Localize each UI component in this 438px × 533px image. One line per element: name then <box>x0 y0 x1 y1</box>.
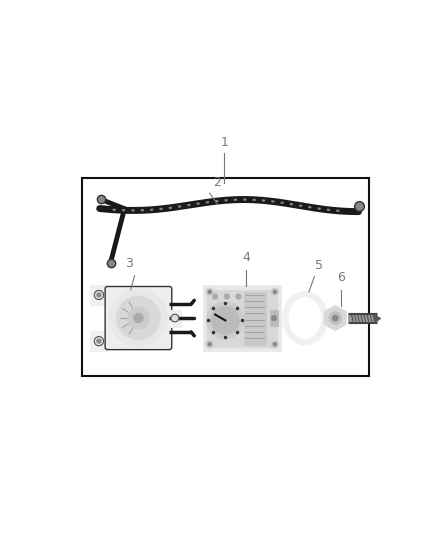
Text: 1: 1 <box>221 136 228 149</box>
Text: 5: 5 <box>315 259 323 272</box>
FancyBboxPatch shape <box>105 287 172 350</box>
Circle shape <box>97 339 101 343</box>
Bar <box>270 310 278 326</box>
Bar <box>167 310 181 327</box>
Bar <box>204 286 281 351</box>
Ellipse shape <box>290 298 321 338</box>
Ellipse shape <box>283 292 327 344</box>
Circle shape <box>208 290 211 294</box>
Circle shape <box>208 343 211 346</box>
Polygon shape <box>325 306 346 330</box>
Circle shape <box>329 312 342 324</box>
Circle shape <box>207 302 244 339</box>
Circle shape <box>117 296 160 340</box>
Circle shape <box>271 288 279 296</box>
Bar <box>90 285 107 305</box>
Circle shape <box>236 294 241 299</box>
Text: 6: 6 <box>338 271 346 284</box>
Circle shape <box>212 294 218 299</box>
Circle shape <box>211 306 239 334</box>
Circle shape <box>134 313 143 322</box>
Circle shape <box>110 289 167 346</box>
Bar <box>208 289 277 348</box>
Circle shape <box>224 294 230 299</box>
Bar <box>90 331 107 351</box>
Circle shape <box>94 336 103 346</box>
Text: 2: 2 <box>214 176 222 189</box>
Circle shape <box>127 308 149 329</box>
Circle shape <box>332 316 338 321</box>
Circle shape <box>271 341 279 348</box>
Bar <box>82 178 369 376</box>
Circle shape <box>273 290 276 294</box>
Circle shape <box>97 293 101 297</box>
Circle shape <box>206 341 214 348</box>
Bar <box>244 292 265 345</box>
Text: 3: 3 <box>125 257 133 270</box>
Circle shape <box>206 288 214 296</box>
Circle shape <box>273 343 276 346</box>
Circle shape <box>171 314 179 322</box>
Circle shape <box>272 316 276 320</box>
Text: 4: 4 <box>242 251 250 264</box>
Circle shape <box>94 290 103 300</box>
